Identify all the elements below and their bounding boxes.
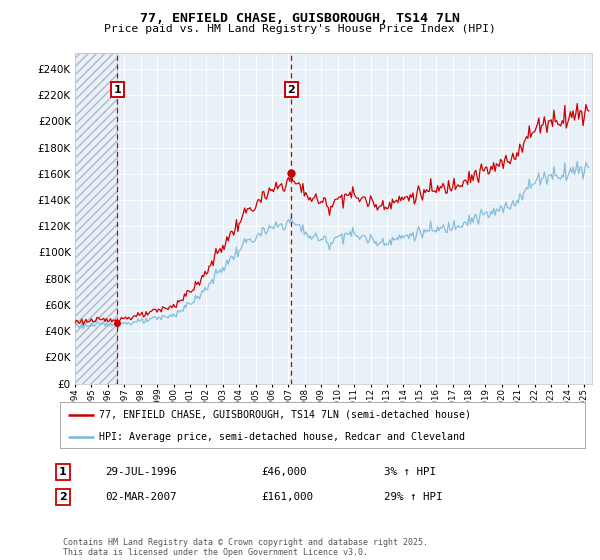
Text: HPI: Average price, semi-detached house, Redcar and Cleveland: HPI: Average price, semi-detached house,…	[100, 432, 466, 441]
Text: 1: 1	[59, 467, 67, 477]
Text: 2: 2	[59, 492, 67, 502]
Text: £46,000: £46,000	[261, 467, 307, 477]
Text: Price paid vs. HM Land Registry's House Price Index (HPI): Price paid vs. HM Land Registry's House …	[104, 24, 496, 34]
Text: 1: 1	[113, 85, 121, 95]
Text: 77, ENFIELD CHASE, GUISBOROUGH, TS14 7LN: 77, ENFIELD CHASE, GUISBOROUGH, TS14 7LN	[140, 12, 460, 25]
Text: 29% ↑ HPI: 29% ↑ HPI	[384, 492, 443, 502]
Text: £161,000: £161,000	[261, 492, 313, 502]
Text: 77, ENFIELD CHASE, GUISBOROUGH, TS14 7LN (semi-detached house): 77, ENFIELD CHASE, GUISBOROUGH, TS14 7LN…	[100, 410, 472, 420]
Text: Contains HM Land Registry data © Crown copyright and database right 2025.
This d: Contains HM Land Registry data © Crown c…	[63, 538, 428, 557]
Text: 29-JUL-1996: 29-JUL-1996	[105, 467, 176, 477]
Text: 02-MAR-2007: 02-MAR-2007	[105, 492, 176, 502]
Text: 2: 2	[287, 85, 295, 95]
Text: 3% ↑ HPI: 3% ↑ HPI	[384, 467, 436, 477]
